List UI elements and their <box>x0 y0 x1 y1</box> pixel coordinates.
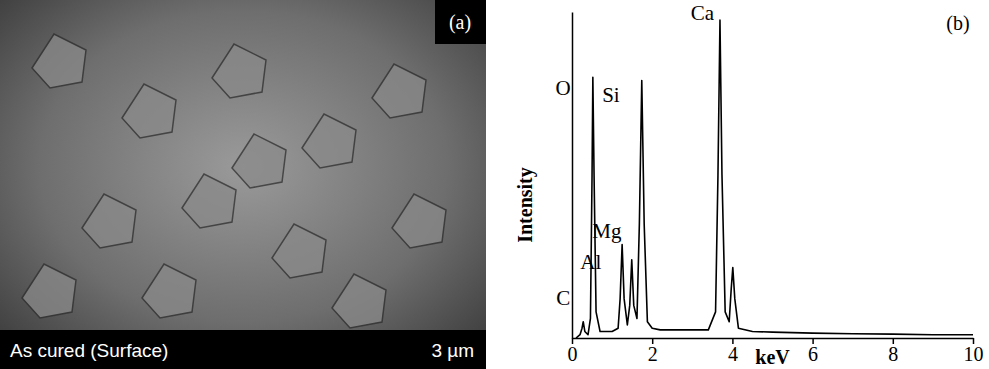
x-tick-label: 6 <box>808 343 818 365</box>
peak-label: O <box>556 76 571 100</box>
texture <box>372 64 426 118</box>
texture <box>32 34 86 88</box>
x-axis-line <box>573 338 974 340</box>
chart-title: (b) <box>946 12 969 35</box>
texture <box>182 174 236 228</box>
texture <box>232 134 286 188</box>
texture <box>142 264 196 318</box>
peak-label: Si <box>602 83 620 107</box>
y-axis-title: Intensity <box>514 167 537 243</box>
x-axis-title: keV <box>755 346 790 368</box>
image-panel: (a) As cured (Surface) 3 µm <box>0 0 486 369</box>
x-tick: 10 <box>964 338 984 365</box>
chart-panel: 0 2 4 6 8 10 C O Mg Al Si Ca (b) keV Intensity <box>514 1 984 368</box>
texture <box>392 194 446 248</box>
y-axis-line <box>572 13 574 339</box>
texture <box>82 194 136 248</box>
x-tick: 8 <box>888 338 898 365</box>
peak-label: C <box>556 286 570 310</box>
x-tick: 2 <box>648 338 658 365</box>
peak-label: Mg <box>592 219 622 243</box>
texture <box>122 84 176 138</box>
texture <box>332 274 386 328</box>
figure: (a) As cured (Surface) 3 µm 0 2 4 6 8 10 C O Mg Al Si… <box>0 0 989 369</box>
x-tick-label: 10 <box>964 343 984 365</box>
texture <box>212 44 266 98</box>
scale-bar-label: 3 µm <box>431 340 474 361</box>
spectrum-line <box>576 20 973 338</box>
x-tick: 4 <box>728 338 738 365</box>
peak-label: Ca <box>691 1 715 25</box>
plot-area <box>576 20 973 338</box>
caption: As cured (Surface) <box>10 340 168 361</box>
x-tick-label: 4 <box>728 343 738 365</box>
annotations: C O Mg Al Si Ca <box>556 1 715 310</box>
peak-label: Al <box>580 250 601 274</box>
texture <box>22 264 76 318</box>
x-tick-label: 0 <box>568 343 578 365</box>
x-tick-label: 8 <box>888 343 898 365</box>
label-box <box>435 0 486 44</box>
texture <box>302 114 356 168</box>
x-tick: 0 <box>568 338 578 365</box>
x-tick: 6 <box>808 338 818 365</box>
caption-bar <box>0 330 486 369</box>
micrograph <box>0 0 486 369</box>
y-axis <box>572 13 573 339</box>
texture <box>272 224 326 278</box>
x-tick-label: 2 <box>648 343 658 365</box>
panel-label: (a) <box>449 11 471 34</box>
